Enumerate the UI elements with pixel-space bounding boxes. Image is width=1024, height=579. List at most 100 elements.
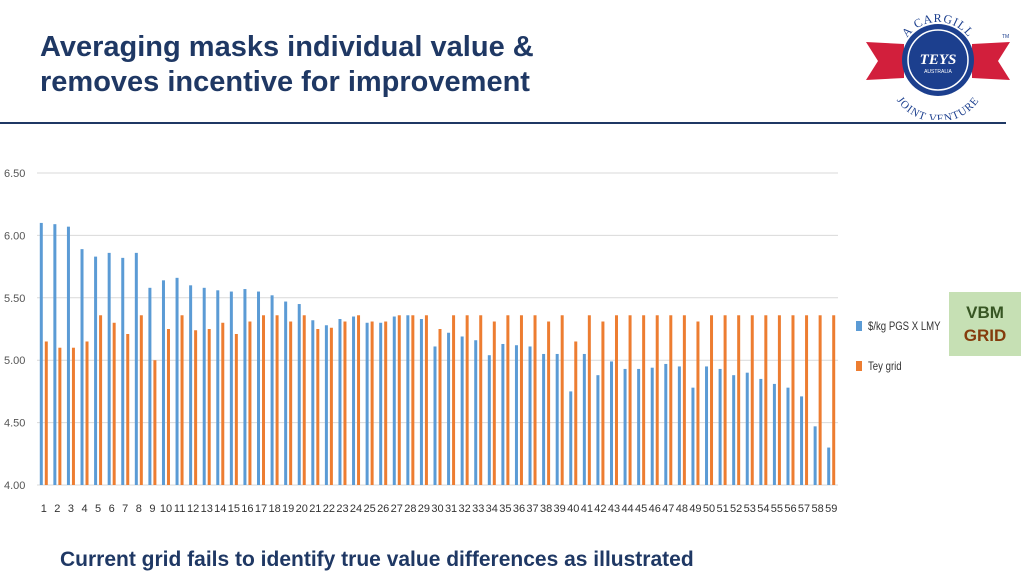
- bar-tey-47: [669, 315, 673, 485]
- bar-pgs-7: [121, 257, 125, 485]
- bar-tey-44: [628, 315, 632, 485]
- y-tick-label: 4.00: [4, 480, 25, 492]
- bar-pgs-6: [107, 252, 111, 485]
- bar-pgs-39: [555, 353, 559, 485]
- bar-pgs-48: [677, 366, 681, 485]
- x-tick-label: 15: [228, 503, 240, 515]
- bar-pgs-50: [705, 366, 709, 485]
- x-tick-label: 20: [296, 503, 308, 515]
- x-tick-label: 51: [716, 503, 728, 515]
- logo-brand: TEYS: [920, 52, 957, 68]
- x-tick-label: 18: [268, 503, 280, 515]
- bar-tey-35: [506, 315, 510, 485]
- bar-tey-3: [71, 347, 75, 485]
- bar-tey-9: [153, 360, 157, 485]
- bar-pgs-35: [501, 343, 505, 485]
- bar-tey-12: [194, 330, 198, 485]
- bar-tey-57: [805, 315, 809, 485]
- bar-pgs-33: [474, 340, 478, 485]
- bar-tey-55: [777, 315, 781, 485]
- bar-tey-13: [207, 329, 211, 485]
- bar-tey-32: [465, 315, 469, 485]
- bar-tey-50: [710, 315, 714, 485]
- bar-tey-45: [642, 315, 646, 485]
- bar-pgs-23: [338, 319, 342, 485]
- bar-pgs-54: [759, 378, 763, 485]
- x-tick-label: 14: [214, 503, 226, 515]
- bar-pgs-40: [569, 391, 573, 485]
- bar-tey-6: [112, 322, 116, 485]
- bar-tey-38: [547, 321, 551, 485]
- x-tick-label: 21: [309, 503, 321, 515]
- bar-pgs-52: [732, 375, 736, 485]
- slide-title-line-2: removes incentive for improvement: [40, 66, 530, 98]
- bar-pgs-37: [528, 346, 532, 485]
- bar-tey-37: [533, 315, 537, 485]
- legend-label-pgs: $/kg PGS X LMY: [868, 319, 941, 333]
- bar-pgs-46: [650, 367, 654, 485]
- bar-tey-7: [126, 333, 130, 485]
- bar-tey-27: [397, 315, 401, 485]
- x-tick-label: 44: [621, 503, 633, 515]
- bar-tey-48: [682, 315, 686, 485]
- bar-pgs-21: [311, 320, 315, 485]
- slide-footer: Current grid fails to identify true valu…: [60, 548, 694, 571]
- bar-pgs-29: [419, 319, 423, 485]
- bar-chart: 4.004.505.005.506.006.501 2 3 4 5 6 7 8 9 10 11 12 1…: [4, 168, 838, 515]
- logo-arc-bottom: JOINT VENTURE: [894, 95, 981, 120]
- bar-pgs-26: [379, 322, 383, 485]
- bar-pgs-44: [623, 368, 627, 485]
- x-tick-label: 31: [445, 503, 457, 515]
- x-tick-label: 47: [662, 503, 674, 515]
- bar-tey-51: [723, 315, 727, 485]
- bar-tey-5: [99, 315, 103, 485]
- bar-pgs-55: [772, 383, 776, 485]
- x-tick-label: 39: [554, 503, 566, 515]
- x-tick-label: 8: [136, 503, 142, 515]
- bar-pgs-24: [352, 316, 356, 485]
- chart-legend: $/kg PGS X LMY Tey grid: [856, 316, 959, 396]
- bar-tey-34: [492, 321, 496, 485]
- bar-tey-20: [302, 315, 306, 485]
- x-tick-label: 19: [282, 503, 294, 515]
- bar-pgs-10: [161, 280, 165, 485]
- logo-ribbon-right: [972, 42, 1010, 80]
- x-tick-label: 32: [459, 503, 471, 515]
- logo-seal: [902, 24, 974, 96]
- x-tick-label: 5: [95, 503, 101, 515]
- bar-tey-19: [289, 321, 293, 485]
- y-tick-label: 5.00: [4, 355, 25, 367]
- bar-tey-10: [166, 329, 170, 485]
- vbm-label: VBM: [966, 303, 1004, 322]
- bar-tey-53: [750, 315, 754, 485]
- x-tick-label: 29: [418, 503, 430, 515]
- bar-pgs-34: [487, 355, 491, 485]
- bar-pgs-36: [514, 345, 518, 485]
- bar-pgs-42: [596, 375, 600, 485]
- teys-cargill-logo: A CARGILL TEYS AUSTRALIA JOINT VENTURE T…: [866, 11, 1010, 120]
- legend-swatch-tey: [856, 361, 862, 371]
- x-tick-label: 59: [825, 503, 837, 515]
- bar-tey-28: [411, 315, 415, 485]
- x-tick-label: 28: [404, 503, 416, 515]
- bar-tey-15: [234, 333, 238, 485]
- bar-pgs-14: [216, 290, 220, 485]
- x-tick-label: 30: [431, 503, 443, 515]
- bar-pgs-43: [609, 361, 613, 485]
- bar-tey-54: [764, 315, 768, 485]
- bar-tey-23: [343, 321, 347, 485]
- bar-tey-56: [791, 315, 795, 485]
- x-tick-label: 35: [499, 503, 511, 515]
- bar-pgs-56: [786, 387, 790, 485]
- bar-tey-24: [357, 315, 361, 485]
- y-tick-label: 4.50: [4, 418, 25, 430]
- x-tick-label: 43: [608, 503, 620, 515]
- bar-tey-39: [560, 315, 564, 485]
- bar-pgs-47: [664, 363, 668, 485]
- x-tick-label: 23: [336, 503, 348, 515]
- bar-pgs-4: [80, 249, 84, 485]
- x-tick-label: 17: [255, 503, 267, 515]
- bar-tey-17: [262, 315, 266, 485]
- bar-pgs-11: [175, 277, 179, 485]
- x-tick-label: 38: [540, 503, 552, 515]
